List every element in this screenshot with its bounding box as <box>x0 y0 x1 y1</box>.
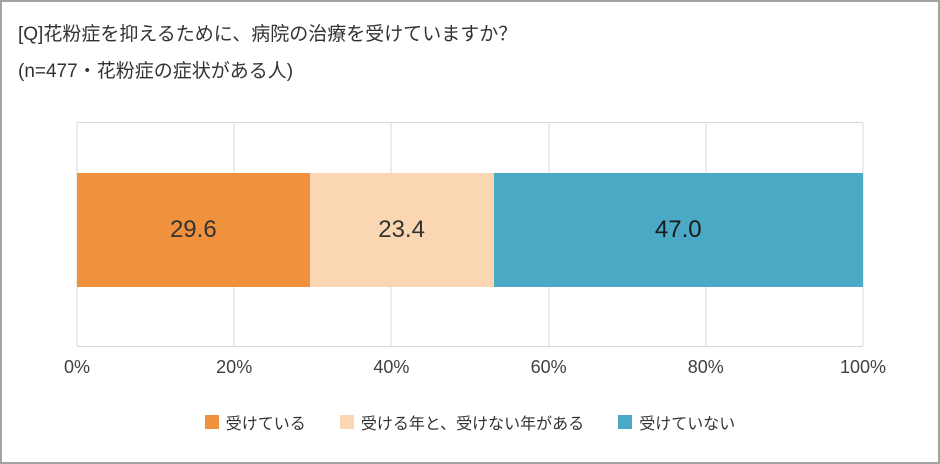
legend-item: 受ける年と、受けない年がある <box>339 410 585 434</box>
x-axis-tick: 80% <box>687 357 724 377</box>
chart-title: [Q]花粉症を抑えるために、病院の治療を受けていますか？ <box>18 24 518 45</box>
bar-segment: 29.6 <box>77 173 310 287</box>
x-axis-tick: 60% <box>530 357 567 377</box>
x-axis-tick: 40% <box>373 357 410 377</box>
x-axis-tick: 100% <box>839 357 887 377</box>
legend-swatch <box>618 415 633 429</box>
legend-item: 受けていない <box>618 410 735 434</box>
legend-item: 受けている <box>204 410 306 434</box>
x-axis-tick: 20% <box>216 357 253 377</box>
legend: 受けている 受ける年と、受けない年がある 受けていない <box>2 410 938 434</box>
chart-subtitle: (n=477・花粉症の症状がある人) <box>18 61 294 83</box>
plot-area: 29.6 23.4 47.0 <box>76 122 864 347</box>
gridline <box>862 123 864 346</box>
legend-swatch <box>339 415 354 429</box>
bar-segment: 47.0 <box>493 173 863 287</box>
legend-label: 受けていない <box>639 416 736 433</box>
segment-value-label: 23.4 <box>378 216 425 243</box>
legend-label: 受ける年と、受けない年がある <box>360 416 585 433</box>
segment-value-label: 29.6 <box>169 216 217 243</box>
x-axis: 0% 20% 40% 60% 80% 100% <box>64 357 886 385</box>
segment-value-label: 47.0 <box>654 216 702 243</box>
stacked-bar: 29.6 23.4 47.0 <box>77 173 863 287</box>
chart-header: [Q]花粉症を抑えるために、病院の治療を受けていますか？ (n=477・花粉症の… <box>18 16 517 90</box>
bar-segment: 23.4 <box>309 173 494 287</box>
legend-label: 受けている <box>225 416 306 433</box>
legend-swatch <box>204 415 219 429</box>
x-axis-tick: 0% <box>63 357 91 377</box>
